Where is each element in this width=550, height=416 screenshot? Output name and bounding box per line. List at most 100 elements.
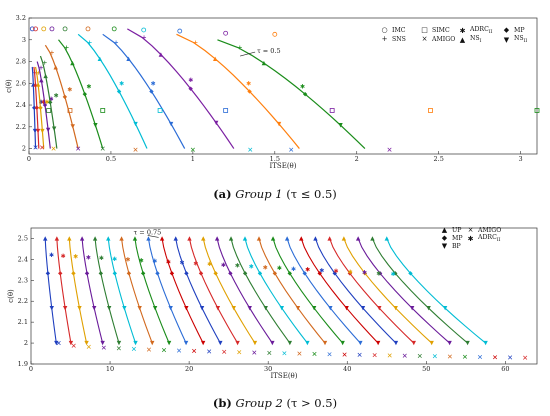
- amigo-marker: [248, 147, 253, 152]
- adrc-marker: ✱: [263, 264, 268, 271]
- ns2-marker: [276, 121, 282, 127]
- x-tick-label: 0.5: [106, 155, 116, 163]
- curve-series: ✱: [214, 236, 275, 346]
- legend-b: ▲ UP × AMIGO ◆ MP ✱ ADRCII ▼ BP: [440, 226, 540, 266]
- curve-line: [386, 238, 486, 344]
- mp-marker: [112, 271, 117, 276]
- adrc-marker: ✱: [86, 83, 91, 90]
- cross-stroke: [51, 146, 56, 151]
- cross-stroke: [192, 348, 197, 354]
- amigo-marker: [56, 341, 61, 346]
- annotation-arrow: [147, 235, 159, 238]
- x-tick-label: 10: [106, 365, 114, 373]
- amigo-marker: [312, 351, 317, 356]
- bp-marker: [218, 340, 223, 346]
- up-marker: [370, 236, 375, 241]
- x-tick-label: 1: [191, 155, 195, 163]
- curve-series: ✱: [146, 236, 189, 346]
- cross-stroke: [432, 354, 437, 359]
- ns1-marker: [126, 56, 131, 61]
- up-marker: [313, 236, 318, 241]
- chart-panel-b: 0 10 20 30 40 50 60 1.9 2 2.1 2.2 2.3 2.4 2.5 ITSE(θ) c…: [7, 227, 538, 380]
- bp-marker: [247, 306, 252, 311]
- up-marker: [132, 236, 138, 241]
- cross-stroke: [462, 354, 467, 359]
- y-tick-label: 1.9: [18, 360, 28, 368]
- cross-stroke: [76, 146, 81, 151]
- cross-stroke: [297, 351, 302, 356]
- y-tick-label: 2.4: [18, 255, 28, 263]
- curve-series: ✱: [217, 39, 366, 149]
- bp-marker: [62, 306, 68, 311]
- circle-icon: ○: [381, 26, 388, 34]
- adrc-marker: ✱: [249, 263, 254, 270]
- amigo-marker: [100, 146, 105, 151]
- cross-stroke: [267, 350, 272, 355]
- ns1-marker: [70, 60, 75, 66]
- mp-marker: [317, 271, 322, 276]
- amigo-marker: [190, 147, 195, 152]
- curve-series: ✱: [102, 33, 186, 149]
- amigo-marker: [402, 353, 407, 358]
- cross-stroke: [282, 351, 287, 356]
- bp-marker: [183, 340, 189, 346]
- imc-marker: [41, 26, 47, 32]
- imc-marker: [29, 26, 35, 32]
- amigo-marker: [133, 147, 138, 152]
- bp-marker: [92, 306, 97, 311]
- adrc-marker: ✱: [221, 262, 226, 269]
- imc-marker: [49, 26, 55, 32]
- curve-series: ✱: [39, 55, 59, 149]
- curve-line: [176, 33, 300, 149]
- curve-line: [58, 39, 104, 149]
- adrc-marker: ✱: [38, 99, 43, 106]
- curve-series: ✱: [36, 61, 54, 149]
- asterisk-icon: ✱: [467, 234, 474, 243]
- bp-marker: [429, 340, 434, 346]
- cross-stroke: [100, 146, 105, 151]
- chart-panel-a: 0 0.5 1 1.5 2 2.5 3 2 2.2 2.4 2.6 2.8 3 3.2 ITSE(θ) c(θ…: [5, 14, 540, 170]
- amigo-marker: [51, 146, 56, 151]
- ns1-marker: [212, 56, 218, 61]
- adrc-marker: ✱: [73, 254, 78, 261]
- bp-marker: [393, 340, 399, 346]
- cross-stroke: [86, 344, 91, 349]
- annotation-arrow: [240, 51, 256, 57]
- amigo-marker: [161, 347, 167, 353]
- curve-line: [175, 238, 221, 344]
- curve-series: ✱: [106, 236, 138, 346]
- curve-line: [314, 238, 397, 344]
- up-marker: [92, 236, 98, 241]
- cross-stroke: [71, 343, 76, 348]
- amigo-marker: [76, 146, 81, 151]
- mp-marker: [98, 271, 104, 276]
- amigo-marker: [267, 350, 272, 355]
- y-tick-label: 3: [22, 36, 26, 44]
- curve-line: [147, 238, 187, 344]
- bp-marker: [340, 340, 345, 346]
- up-marker: [201, 236, 206, 241]
- y-tick-label: 2.2: [18, 297, 28, 305]
- legend-simc: SIMC: [432, 26, 450, 34]
- cross-stroke: [289, 147, 294, 152]
- bp-marker: [279, 306, 285, 311]
- adrc-marker: ✱: [44, 99, 49, 106]
- bp-marker: [49, 306, 54, 311]
- mp-marker: [169, 271, 175, 276]
- bp-marker: [215, 306, 221, 311]
- legend-amigo-b: AMIGO: [478, 226, 502, 234]
- curve-series: ✱: [34, 66, 49, 149]
- x-tick-label: 30: [264, 365, 272, 373]
- cross-stroke: [33, 145, 38, 150]
- curve-series: ✱: [79, 236, 105, 346]
- curve-line: [329, 238, 415, 344]
- curve-series: ✱: [173, 236, 223, 346]
- y-axis-label: c(θ): [5, 79, 13, 93]
- ns1-marker: [261, 60, 267, 66]
- amigo-marker: [417, 353, 422, 359]
- x-tick-label: 40: [343, 365, 351, 373]
- up-marker: [299, 236, 304, 241]
- adrc-marker: ✱: [207, 261, 212, 268]
- adrc-marker: ✱: [235, 263, 240, 270]
- bp-marker: [411, 340, 416, 346]
